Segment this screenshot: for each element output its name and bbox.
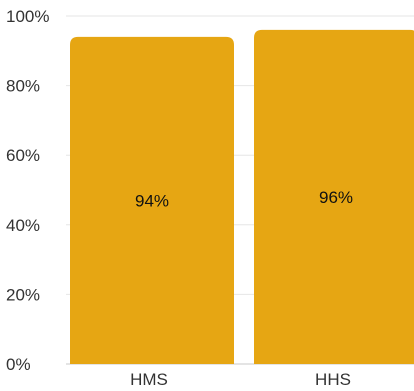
y-tick-label: 40%	[6, 216, 40, 235]
x-tick-label: HMS	[130, 370, 168, 389]
y-tick-label: 0%	[6, 355, 31, 374]
bar-hms	[70, 36, 234, 364]
y-tick-label: 100%	[6, 7, 49, 26]
bar-value-label: 94%	[135, 191, 169, 210]
y-tick-label: 80%	[6, 77, 40, 96]
x-tick-label: HHS	[315, 370, 351, 389]
y-tick-label: 60%	[6, 146, 40, 165]
bar-hhs	[254, 29, 414, 364]
bar-value-label: 96%	[319, 188, 353, 207]
y-tick-label: 20%	[6, 285, 40, 304]
